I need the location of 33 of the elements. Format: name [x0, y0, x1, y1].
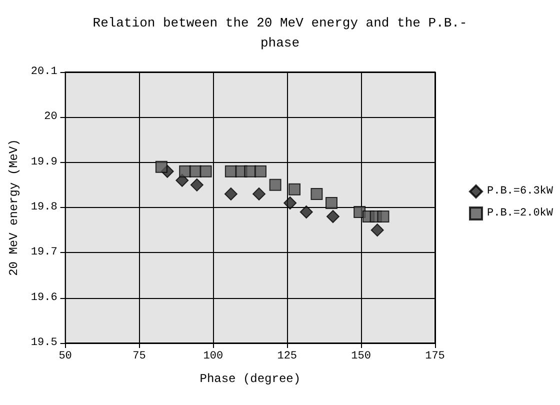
x-tick-label: 50: [58, 350, 72, 362]
y-tick-label: 19.6: [30, 292, 58, 304]
y-tick-label: 19.7: [30, 246, 58, 259]
point: [370, 224, 384, 237]
y-tick-label: 19.5: [30, 337, 58, 349]
y-tick-label: 19.9: [30, 156, 58, 168]
x-tick-label: 75: [132, 350, 146, 362]
x-tick-label: 150: [351, 350, 371, 362]
point: [310, 188, 323, 200]
point: [269, 178, 282, 191]
point: [377, 210, 390, 223]
y-tick-label: 20.1: [30, 66, 58, 78]
point: [300, 206, 313, 219]
y-tick-label: 19.8: [30, 202, 58, 214]
point: [325, 196, 338, 209]
x-tick-label: 125: [277, 350, 298, 362]
point: [252, 187, 266, 200]
y-axis-title: 20 MeV energy (MeV): [7, 139, 21, 276]
legend-label: P.B.=6.3kW: [486, 186, 554, 198]
point: [200, 165, 212, 178]
point: [326, 210, 340, 224]
y-tick-label: 20: [44, 111, 58, 124]
x-axis-title: Phase (degree): [200, 372, 301, 386]
point: [284, 196, 297, 210]
legend-label: P.B.=2.0kW: [486, 208, 554, 220]
x-tick-label: 100: [203, 350, 224, 362]
point: [190, 178, 204, 192]
point: [155, 160, 168, 173]
point: [288, 183, 301, 196]
chart-title: Relation between the 20 MeV energy and the P.B.- phase: [92, 16, 468, 50]
point: [254, 165, 267, 178]
x-tick-label: 175: [425, 350, 445, 362]
point: [224, 187, 238, 200]
